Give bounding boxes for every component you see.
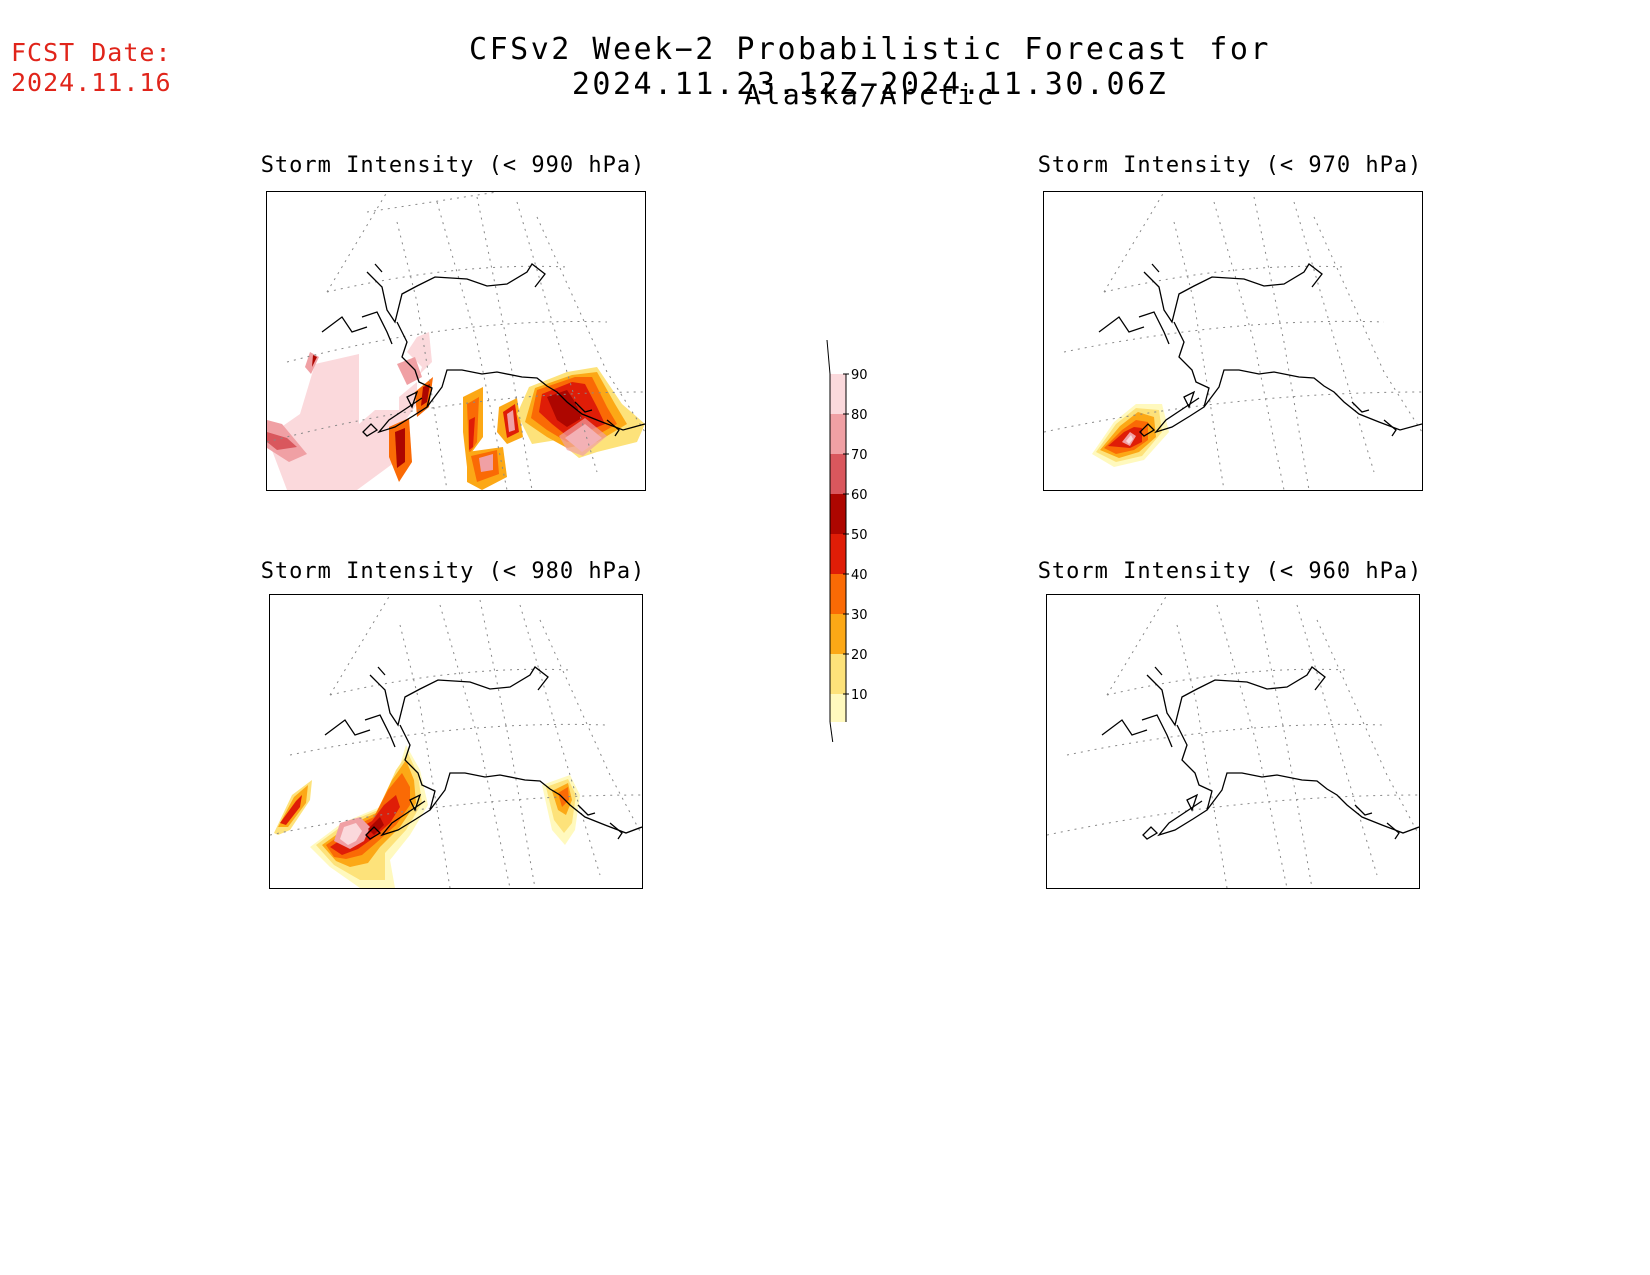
colorbar-swatch-70: [830, 454, 846, 494]
graticule: [267, 192, 645, 490]
colorbar-swatch-50: [830, 534, 846, 574]
shade-70-west: [267, 432, 297, 450]
probability-shading: [1092, 404, 1169, 467]
probability-colorbar: 90 80 70 60 50 40 30 20 10: [826, 339, 868, 742]
colorbar-swatch-60: [830, 494, 846, 534]
colorbar-swatch-10: [830, 694, 846, 722]
map-panel-970: [1043, 191, 1423, 491]
colorbar-ticks: [829, 373, 849, 722]
colorbar-label-90: 90: [851, 368, 868, 383]
colorbar-label-10: 10: [851, 688, 868, 703]
shade-60-east: [547, 390, 582, 427]
colorbar-label-50: 50: [851, 528, 868, 543]
colorbar-label-60: 60: [851, 488, 868, 503]
graticule: [270, 595, 642, 888]
coastline: [324, 666, 642, 840]
shade-80-mid: [507, 410, 515, 432]
graticule: [1047, 595, 1419, 888]
colorbar-label-30: 30: [851, 608, 868, 623]
probability-shading: [267, 332, 645, 490]
map-panel-980: [269, 594, 643, 889]
coastline: [1101, 666, 1419, 840]
shade-60-peninsula: [421, 384, 430, 406]
region-subtitle: Alaska/Arctic: [744, 78, 996, 111]
map-960-svg: [1047, 595, 1419, 888]
colorbar-swatch-30: [830, 614, 846, 654]
panel-960-title: Storm Intensity (< 960 hPa): [1037, 559, 1423, 584]
shade-50-980-west: [280, 795, 302, 825]
graticule: [1044, 192, 1422, 490]
shade-80-east: [559, 418, 607, 456]
map-panel-990: [266, 191, 646, 491]
map-970-svg: [1044, 192, 1422, 490]
colorbar-top-tip: [826, 339, 831, 375]
page-title: CFSv2 Week−2 Probabilistic Forecast for …: [469, 32, 1271, 102]
forecast-date-label: FCST Date:: [11, 38, 172, 67]
colorbar-label-20: 20: [851, 648, 868, 663]
colorbar-swatch-40: [830, 574, 846, 614]
panel-980-title: Storm Intensity (< 980 hPa): [260, 559, 646, 584]
colorbar-label-70: 70: [851, 448, 868, 463]
coastline: [1098, 263, 1422, 437]
colorbar-label-80: 80: [851, 408, 868, 423]
shade-60-north: [312, 355, 317, 367]
forecast-date-value: 2024.11.16: [11, 68, 172, 97]
colorbar-bottom-tip: [829, 721, 834, 742]
map-990-svg: [267, 192, 645, 490]
shade-90-970: [1126, 435, 1133, 444]
shade-50-center: [469, 417, 475, 450]
shade-80-bottom: [479, 454, 493, 472]
shade-50-970: [1108, 427, 1142, 448]
map-panel-960: [1046, 594, 1420, 889]
colorbar-swatch-90: [830, 374, 846, 414]
colorbar-swatch-20: [830, 654, 846, 694]
coastline: [321, 263, 645, 437]
panel-970-title: Storm Intensity (< 970 hPa): [1037, 153, 1423, 178]
probability-shading: [274, 745, 580, 888]
shade-60-980-main: [368, 817, 384, 835]
colorbar-swatch-80: [830, 414, 846, 454]
shade-60-south: [395, 428, 405, 468]
panel-990-title: Storm Intensity (< 990 hPa): [260, 153, 646, 178]
shade-80-peninsula: [397, 357, 422, 385]
map-980-svg: [270, 595, 642, 888]
colorbar-label-40: 40: [851, 568, 868, 583]
shade-90-980-main: [340, 823, 362, 845]
